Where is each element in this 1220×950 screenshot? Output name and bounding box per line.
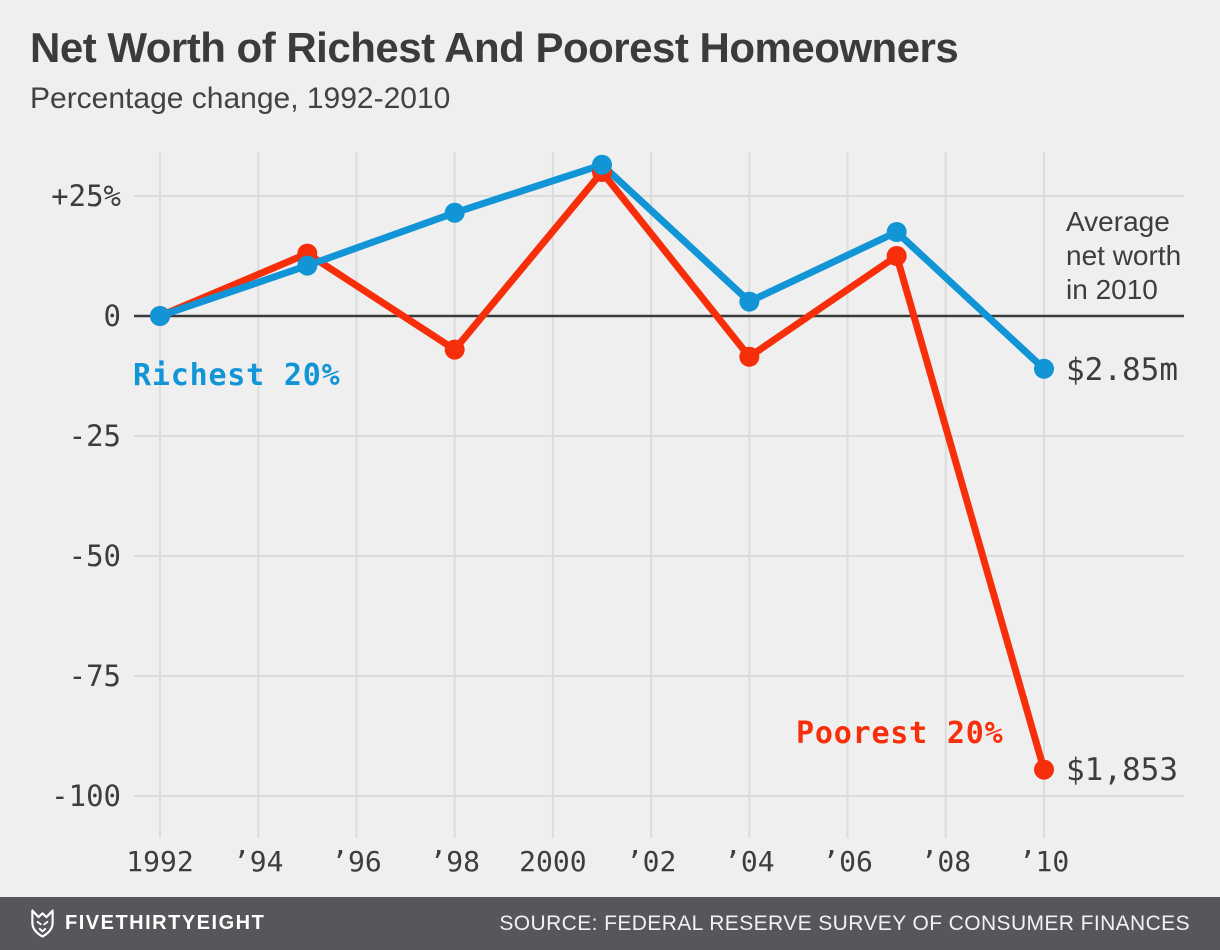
data-point-richest-20 [592,154,612,175]
chart-title: Net Worth of Richest And Poorest Homeown… [30,24,959,71]
x-axis-tick-label: 2000 [519,845,586,878]
y-axis-tick-label: 0 [104,299,121,333]
chart-subtitle: Percentage change, 1992-2010 [30,82,451,115]
richest-2010-value-label: $2.85m [1066,352,1178,388]
y-axis-tick-label: -75 [69,659,121,693]
x-axis-tick-label: ’10 [1019,845,1070,878]
data-point-richest-20 [886,222,907,242]
x-axis-tick-label: ’08 [920,845,971,878]
data-point-richest-20 [739,291,760,312]
y-axis-tick-label: -25 [69,419,121,453]
average-net-worth-note: Average net worth in 2010 [1066,206,1182,306]
brand-name: FIVETHIRTYEIGHT [65,912,266,934]
fivethirtyeight-fox-logo [31,909,54,938]
data-point-richest-20 [1034,358,1054,379]
y-axis-tick-label: -100 [51,779,121,813]
data-point-poorest-20 [739,346,760,367]
x-axis-tick-label: ’98 [429,845,480,878]
poorest-2010-value-label: $1,853 [1066,752,1178,788]
x-axis-tick-label: ’04 [724,845,775,878]
brand: FIVETHIRTYEIGHT [30,908,265,939]
x-axis-tick-label: ’02 [626,845,677,878]
source-credit: SOURCE: FEDERAL RESERVE SURVEY OF CONSUM… [499,911,1190,935]
series-label-poorest-20: Poorest 20% [796,716,1004,751]
data-point-richest-20 [150,306,170,326]
x-axis-tick-label: ’96 [331,845,382,878]
y-axis-tick-label: -50 [69,539,121,573]
data-point-richest-20 [444,202,465,223]
x-axis-tick-label: 1992 [126,845,193,878]
series-line-poorest-20 [156,168,1048,774]
x-axis-tick-label: ’06 [822,845,873,878]
data-point-poorest-20 [1034,759,1054,780]
data-point-richest-20 [297,255,318,276]
x-axis-tick-label: ’94 [233,845,284,878]
footer-bar: FIVETHIRTYEIGHT SOURCE: FEDERAL RESERVE … [0,897,1220,950]
data-point-poorest-20 [886,246,907,266]
data-point-poorest-20 [444,339,465,360]
series-label-richest-20: Richest 20% [133,358,341,393]
y-axis-tick-label: +25% [51,179,121,213]
